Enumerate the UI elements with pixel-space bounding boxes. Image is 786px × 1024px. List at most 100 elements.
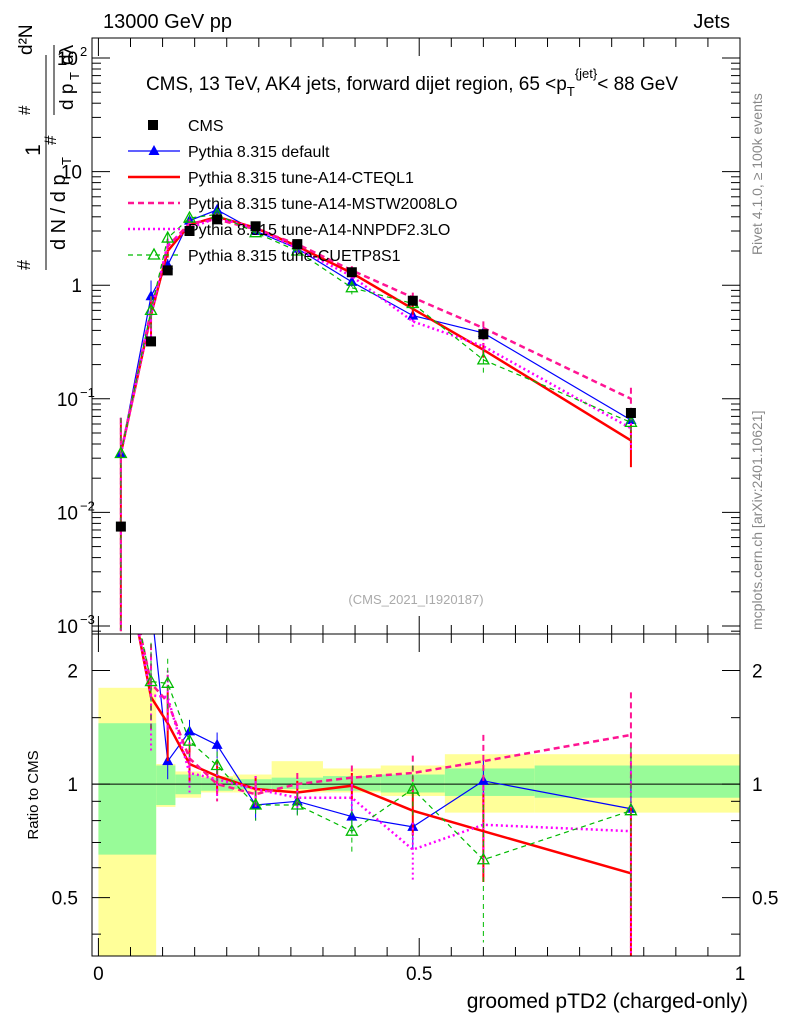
legend-label: Pythia 8.315 tune-A14-NNPDF2.3LO — [188, 222, 450, 239]
xtick-label: 1 — [735, 964, 746, 985]
legend-marker — [147, 247, 161, 260]
ratio-marker-cuetp8s1 — [624, 803, 638, 816]
ratio-marker-default — [211, 738, 223, 749]
ytick-label: 10 — [61, 163, 82, 184]
cms-point — [625, 407, 636, 418]
marker-cuetp8s1 — [345, 280, 359, 293]
x-axis-label: groomed pTD2 (charged-only) — [467, 990, 748, 1013]
ratio-marker-cuetp8s1 — [406, 781, 420, 794]
ratio-panel: 0.5 0.5 1 1 2 2 0 0.5 1 Ratio to CMS groomed pTD… — [25, 633, 778, 1013]
svg-text:d N / d p: d N / d p — [48, 174, 70, 250]
ratio-marker-cuetp8s1 — [161, 675, 175, 688]
line-default — [120, 209, 632, 454]
energy-label: 13000 GeV pp — [103, 11, 232, 33]
marker-cuetp8s1 — [624, 415, 638, 428]
legend-label: Pythia 8.315 tune-CUETP8S1 — [188, 248, 401, 265]
cms-point — [250, 221, 261, 232]
series-cms — [115, 214, 636, 532]
legend-swatch — [148, 120, 158, 130]
rivet-version-label: Rivet 4.1.0, ≥ 100k events — [749, 93, 765, 255]
svg-text:#: # — [41, 135, 60, 145]
ratio-marker-cuetp8s1 — [345, 823, 359, 836]
main-title: CMS, 13 TeV, AK4 jets, forward dijet reg… — [146, 66, 678, 99]
svg-text:d²N: d²N — [16, 24, 37, 55]
title-pre: CMS, 13 TeV, AK4 jets, forward dijet reg… — [146, 74, 556, 95]
svg-text:d p: d p — [57, 84, 78, 110]
marker-cuetp8s1 — [182, 210, 197, 223]
svg-text:#: # — [15, 105, 34, 115]
cms-point — [146, 336, 157, 347]
svg-text:1: 1 — [22, 144, 45, 156]
cms-point — [184, 225, 195, 236]
cms-point — [346, 267, 357, 278]
ratio-ylabel: Ratio to CMS — [25, 750, 42, 839]
legend-label: Pythia 8.315 tune-A14-MSTW2008LO — [188, 196, 457, 213]
marker-cuetp8s1 — [161, 230, 175, 243]
series-cteql1 — [119, 213, 632, 632]
cms-point — [162, 265, 173, 276]
legend-item-nnpdf: Pythia 8.315 tune-A14-NNPDF2.3LO — [128, 222, 450, 239]
marker-default — [145, 290, 157, 301]
uncertainty-band-inner — [98, 723, 157, 855]
xtick-label: 0.5 — [406, 964, 432, 985]
ratio-marker-cuetp8s1 — [144, 674, 158, 687]
legend-label: CMS — [188, 118, 224, 135]
ytick-label: 10 — [57, 503, 78, 524]
ytick-label: 10 — [57, 617, 78, 638]
cms-point — [115, 521, 126, 532]
title-sub: T — [567, 84, 575, 99]
ratio-ytick-label-right: 0.5 — [752, 889, 778, 910]
ytick-exponent: −2 — [80, 498, 95, 513]
line-cuetp8s1 — [120, 213, 632, 454]
cms-point — [212, 214, 223, 225]
marker-cuetp8s1 — [144, 303, 158, 316]
svg-text:T: T — [67, 72, 82, 80]
svg-text:T: T — [59, 157, 74, 165]
process-label: Jets — [693, 11, 730, 33]
series-default — [115, 203, 637, 632]
ratio-marker-cuetp8s1 — [290, 797, 304, 810]
title-post: < 88 GeV — [597, 74, 678, 95]
legend-item-default: Pythia 8.315 default — [128, 144, 330, 161]
series-mstw — [119, 215, 632, 632]
marker-cuetp8s1 — [249, 225, 263, 238]
ytick-label: 10 — [57, 390, 78, 411]
uncertainty-band-inner — [156, 765, 176, 806]
ratio-ytick-label: 1 — [67, 775, 78, 796]
legend-item-cuetp8s1: Pythia 8.315 tune-CUETP8S1 — [128, 247, 401, 265]
ytick-label: 1 — [71, 276, 82, 297]
ytick-exponent: −3 — [80, 612, 95, 627]
legend-item-cteql1: Pythia 8.315 tune-A14-CTEQL1 — [128, 170, 414, 187]
svg-text:dλ: dλ — [57, 44, 78, 65]
ratio-ytick-label: 2 — [67, 662, 78, 683]
cms-point — [407, 295, 418, 306]
cms-point — [478, 329, 489, 340]
legend: CMS Pythia 8.315 default Pythia 8.315 tune… — [128, 118, 457, 265]
legend-item-cms: CMS — [148, 118, 224, 135]
svg-text:#: # — [14, 260, 34, 270]
xtick-label: 0 — [93, 964, 104, 985]
ratio-ytick-label-right: 2 — [752, 662, 763, 683]
legend-label: Pythia 8.315 default — [188, 144, 330, 161]
ratio-marker-cuetp8s1 — [249, 797, 263, 810]
series-cuetp8s1 — [114, 207, 638, 632]
ratio-marker-cuetp8s1 — [476, 852, 490, 865]
ratio-line-nnpdf — [137, 634, 631, 852]
ratio-marker-cuetp8s1 — [210, 758, 224, 771]
ratio-ytick-label-right: 1 — [752, 775, 763, 796]
cms-point — [292, 239, 303, 250]
legend-marker — [148, 145, 160, 155]
ytick-label: 10 — [57, 49, 78, 70]
main-ylabel: 1 # d N / d p T # d²N d p T dλ # — [14, 24, 82, 270]
legend-label: Pythia 8.315 tune-A14-CTEQL1 — [188, 170, 414, 187]
analysis-id-label: (CMS_2021_I1920187) — [348, 592, 483, 607]
ratio-ytick-label: 0.5 — [52, 889, 78, 910]
legend-item-mstw: Pythia 8.315 tune-A14-MSTW2008LO — [128, 196, 457, 213]
ytick-exponent: 2 — [80, 44, 87, 59]
marker-cuetp8s1 — [114, 446, 128, 459]
marker-cuetp8s1 — [290, 243, 304, 256]
ratio-frame — [91, 633, 741, 957]
mcplots-source-label: mcplots.cern.ch [arXiv:2401.10621] — [749, 411, 765, 630]
